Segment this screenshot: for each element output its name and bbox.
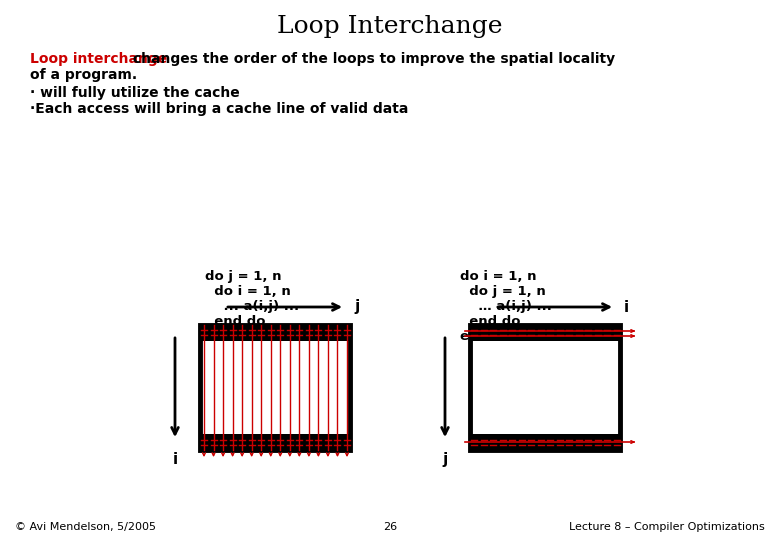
- Text: do j = 1, n: do j = 1, n: [460, 285, 546, 298]
- Text: ·Each access will bring a cache line of valid data: ·Each access will bring a cache line of …: [30, 102, 409, 116]
- Text: end do: end do: [205, 330, 257, 343]
- Text: end do: end do: [460, 315, 520, 328]
- Text: end do: end do: [460, 330, 511, 343]
- Text: end do: end do: [205, 315, 265, 328]
- Text: ... a(i,j) ...: ... a(i,j) ...: [205, 300, 299, 313]
- Bar: [470, 434, 620, 450]
- Text: · will fully utilize the cache: · will fully utilize the cache: [30, 86, 239, 100]
- Text: do i = 1, n: do i = 1, n: [460, 270, 537, 283]
- Bar: [470, 325, 620, 341]
- Text: Loop interchange: Loop interchange: [30, 52, 167, 66]
- Bar: [200, 325, 350, 341]
- Bar: [200, 434, 350, 450]
- Text: changes the order of the loops to improve the spatial locality: changes the order of the loops to improv…: [128, 52, 615, 66]
- Bar: [470, 325, 620, 450]
- Text: … a(i,j) ...: … a(i,j) ...: [460, 300, 552, 313]
- Text: © Avi Mendelson, 5/2005: © Avi Mendelson, 5/2005: [15, 522, 156, 532]
- Text: i: i: [624, 300, 629, 314]
- Text: 26: 26: [383, 522, 397, 532]
- Text: do j = 1, n: do j = 1, n: [205, 270, 282, 283]
- Text: i: i: [172, 452, 178, 467]
- Bar: [200, 325, 350, 450]
- Text: Loop Interchange: Loop Interchange: [277, 15, 503, 38]
- Text: of a program.: of a program.: [30, 68, 137, 82]
- Text: do i = 1, n: do i = 1, n: [205, 285, 291, 298]
- Text: j: j: [354, 300, 360, 314]
- Text: Lecture 8 – Compiler Optimizations: Lecture 8 – Compiler Optimizations: [569, 522, 765, 532]
- Text: j: j: [442, 452, 448, 467]
